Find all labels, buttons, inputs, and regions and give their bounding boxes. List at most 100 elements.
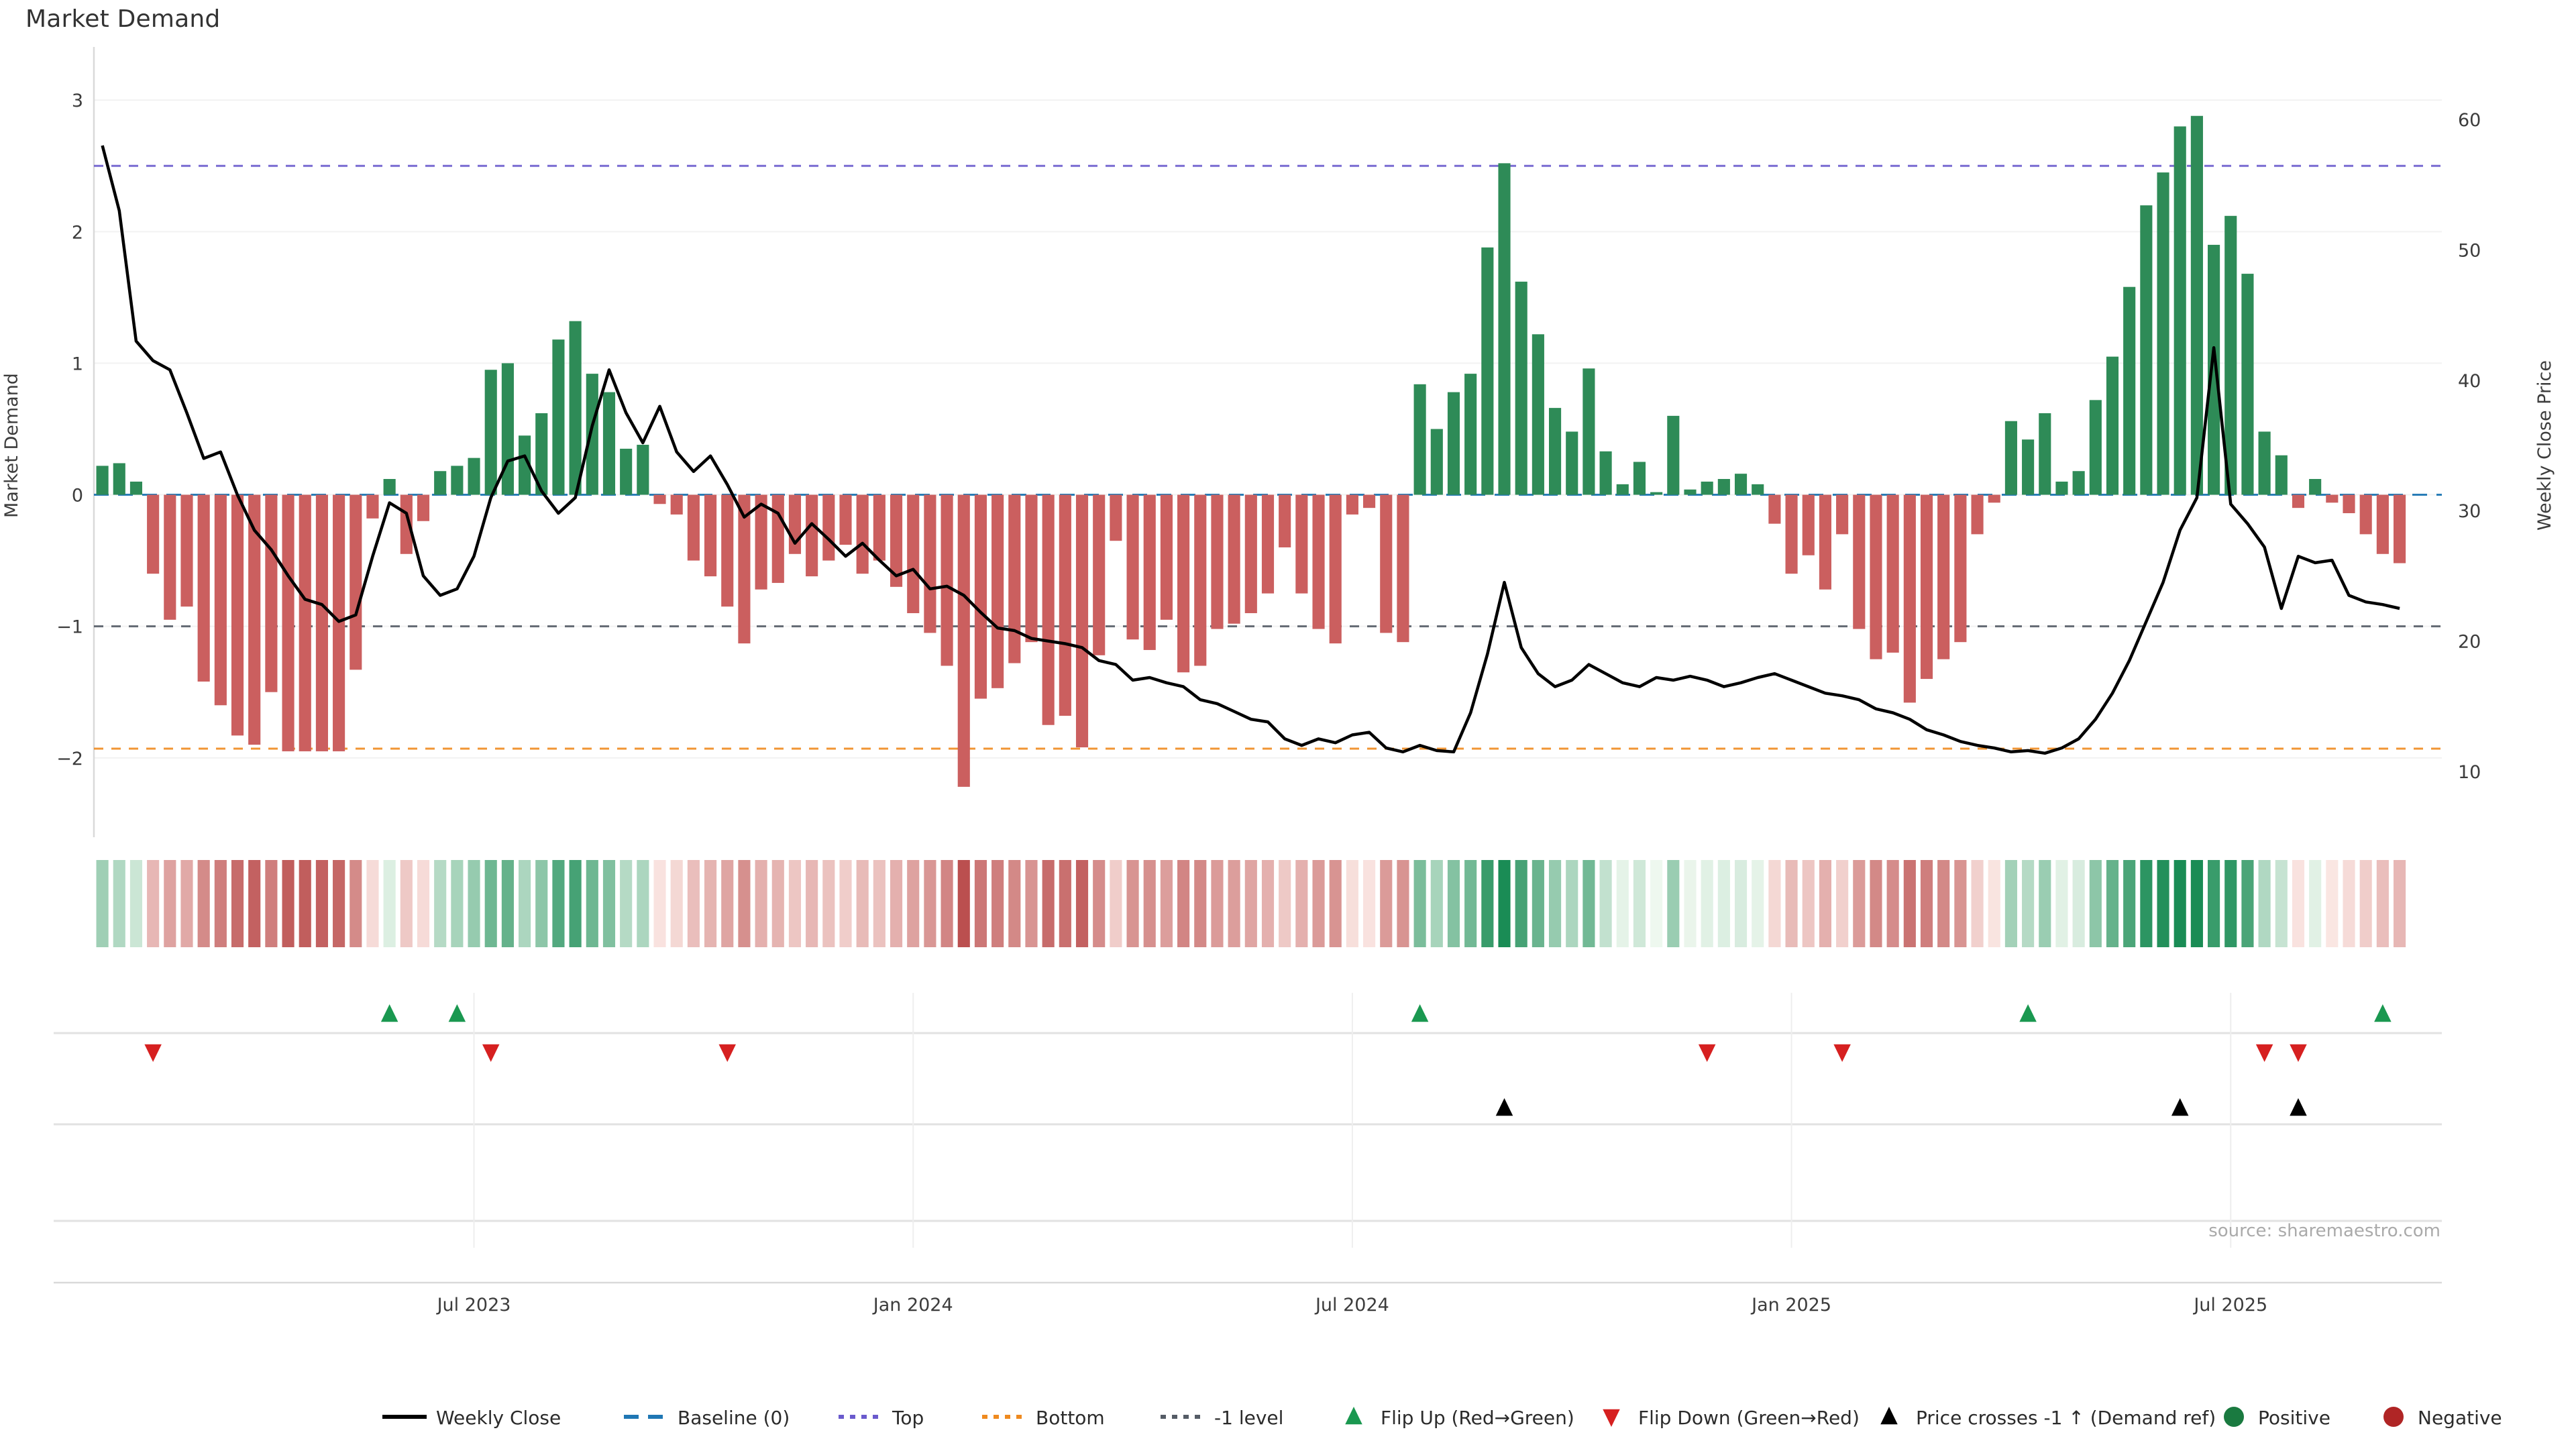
price-cross-marker [2290,1098,2307,1116]
legend-label-flip-down: Flip Down (Green→Red) [1638,1407,1860,1429]
heatmap-cell [1650,860,1663,947]
demand-bar [1701,481,1713,495]
flip-up-marker [2374,1004,2392,1022]
demand-bar [1768,494,1781,524]
heatmap-cell [383,860,396,947]
demand-bar [1363,494,1376,508]
demand-bar [400,494,413,554]
demand-bar [1110,494,1122,541]
demand-bar [957,494,970,787]
heatmap-cell [806,860,818,947]
heatmap-cell [1363,860,1376,947]
demand-bar [1346,494,1358,515]
demand-bar [265,494,278,692]
y-tick-left: −2 [56,749,83,769]
heatmap-cell [670,860,683,947]
demand-bar [1177,494,1190,673]
heatmap-cell [839,860,852,947]
heatmap-cell [1684,860,1697,947]
legend-swatch-flip-down [1603,1409,1620,1427]
demand-bar [2022,439,2035,495]
demand-bar [129,481,143,495]
heatmap-cell [1008,860,1021,947]
x-tick-label: Jan 2024 [872,1295,953,1316]
y-tick-left: 1 [72,354,83,374]
demand-bar [1734,474,1748,495]
weekly-close-line [101,145,2400,755]
heatmap-cell [1110,860,1122,947]
heatmap-cell [1329,860,1342,947]
demand-bar [248,494,261,745]
heatmap-cell [1177,860,1190,947]
demand-bar [602,392,616,495]
demand-bar [1920,494,1933,680]
flip-down-marker [144,1044,162,1062]
heatmap-cell [1886,860,1899,947]
legend-label-minus-one: -1 level [1214,1407,1283,1429]
heatmap-cell [1853,860,1866,947]
heatmap-cell [1768,860,1781,947]
heatmap-cell [1160,860,1173,947]
demand-bar [1075,494,1089,748]
legend-swatch-flip-up [1345,1407,1362,1425]
demand-bar [451,466,464,495]
heatmap-cell [1532,860,1544,947]
price-cross-marker [1495,1098,1513,1116]
heatmap-cell [2072,860,2085,947]
heatmap-cell [2309,860,2322,947]
heatmap-cell [1295,860,1308,947]
legend-label-weekly-close: Weekly Close [436,1407,561,1429]
heatmap-cell [1515,860,1527,947]
heatmap-cell [2343,860,2355,947]
demand-bar [2275,455,2288,495]
heatmap-cell [1599,860,1612,947]
demand-bar [468,458,480,495]
heatmap-cell [2106,860,2119,947]
heatmap-cell [2140,860,2153,947]
heatmap-cell [2241,860,2254,947]
heatmap-cell [1582,860,1595,947]
demand-bar [484,370,497,495]
demand-bar [1464,374,1477,495]
y-tick-left: 3 [72,91,83,111]
heatmap-cell [417,860,430,947]
demand-bar [1498,163,1511,495]
demand-bar [1261,494,1275,594]
x-tick-label: Jul 2025 [2192,1295,2267,1316]
legend-label-bottom: Bottom [1036,1407,1105,1429]
heatmap-cell [738,860,751,947]
demand-bar [1633,462,1646,495]
demand-bar [1616,484,1629,495]
flip-up-marker [1411,1004,1429,1022]
demand-bar [1836,494,1849,535]
demand-bar [2258,431,2271,495]
heatmap-cell [96,860,109,947]
demand-bar [1650,492,1663,495]
demand-bar [350,494,362,670]
demand-bar [1599,451,1612,495]
demand-bar [721,494,734,607]
heatmap-cell [1042,860,1055,947]
heatmap-cell [197,860,210,947]
heatmap-cell [1346,860,1358,947]
demand-bar [164,494,176,620]
heatmap-cell [1988,860,2000,947]
demand-bar [1988,494,2000,503]
heatmap-cell [569,860,582,947]
heatmap-cell [822,860,835,947]
heatmap-cell [214,860,227,947]
demand-bar [315,494,328,751]
y-tick-left: 0 [72,486,83,506]
heatmap-cell [1413,860,1426,947]
demand-bar [1413,384,1426,495]
x-tick-label: Jul 2024 [1314,1295,1389,1316]
demand-bar [2174,126,2186,495]
heatmap-cell [1211,860,1224,947]
heatmap-cell [1447,860,1460,947]
legend-label-top: Top [892,1407,924,1429]
demand-bar [1819,494,1831,590]
heatmap-cell [434,860,447,947]
demand-bar [1228,494,1240,624]
heatmap-cell [2224,860,2237,947]
demand-bar [653,494,666,504]
